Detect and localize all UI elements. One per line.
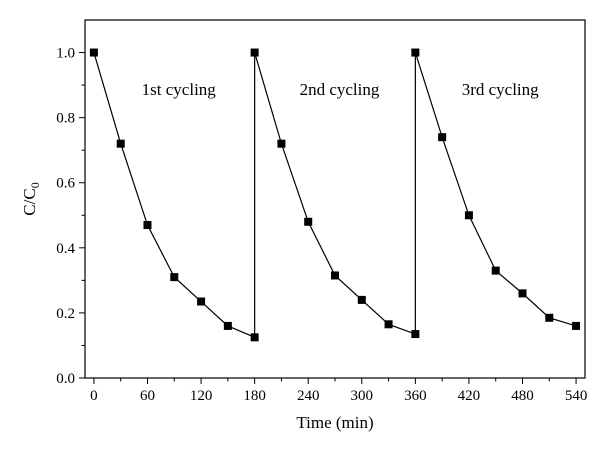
x-tick-label: 360 — [404, 388, 427, 404]
cycle-annotation: 3rd cycling — [462, 80, 539, 99]
data-point — [384, 320, 393, 329]
x-tick-label: 120 — [190, 388, 213, 404]
y-axis-title-subscript: 0 — [28, 182, 42, 188]
x-tick-label: 180 — [243, 388, 266, 404]
ticks-layer: 0 60 120 180 240 300 360 420 480 540 0.0 0.2 0.4 0.6 0… — [56, 46, 587, 404]
y-tick-label: 0.6 — [56, 176, 75, 192]
x-tick-label: 0 — [90, 388, 98, 404]
data-point — [357, 295, 366, 304]
series-layer — [89, 48, 581, 342]
y-tick-label: 0.2 — [56, 306, 75, 322]
data-point — [197, 297, 206, 306]
y-tick-label: 0.0 — [56, 371, 75, 387]
data-point — [518, 289, 527, 298]
data-point — [572, 321, 581, 330]
data-point — [411, 48, 420, 57]
y-axis-title: C/C0 — [20, 182, 42, 215]
x-tick-label: 420 — [458, 388, 481, 404]
data-point — [89, 48, 98, 57]
data-point — [277, 139, 286, 148]
y-tick-label: 0.4 — [56, 241, 75, 257]
data-point — [491, 266, 500, 275]
annotations-layer: 1st cycling 2nd cycling 3rd cycling — [142, 80, 539, 99]
data-point — [170, 273, 179, 282]
data-point — [331, 271, 339, 280]
x-axis-title: Time (min) — [296, 413, 373, 432]
cycle-annotation: 2nd cycling — [300, 80, 380, 99]
data-point — [250, 333, 259, 342]
y-axis-title-main: C/C — [20, 188, 39, 215]
data-point — [143, 221, 152, 230]
data-point — [223, 321, 232, 330]
data-point — [545, 313, 554, 322]
plot-frame — [84, 19, 586, 379]
x-tick-label: 60 — [140, 388, 155, 404]
data-point — [464, 211, 473, 220]
data-point — [438, 133, 447, 142]
cycle-annotation: 1st cycling — [142, 80, 217, 99]
data-point — [304, 217, 313, 226]
x-tick-label: 300 — [351, 388, 374, 404]
y-tick-label: 0.8 — [56, 111, 75, 127]
x-tick-label: 540 — [565, 388, 588, 404]
x-tick-label: 240 — [297, 388, 320, 404]
data-point — [411, 330, 420, 339]
data-point — [250, 48, 259, 57]
y-tick-label: 1.0 — [56, 46, 75, 62]
x-tick-label: 480 — [511, 388, 534, 404]
data-point — [116, 139, 125, 148]
